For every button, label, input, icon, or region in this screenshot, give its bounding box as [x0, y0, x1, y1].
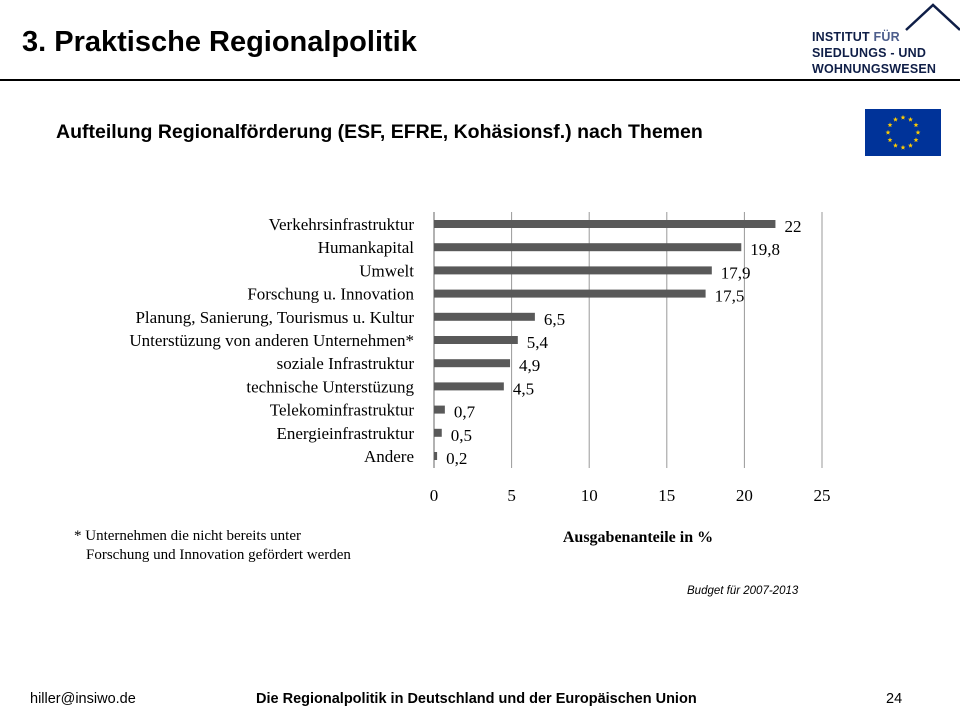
x-axis-label: Ausgabenanteile in % [563, 529, 713, 546]
x-tick-label: 0 [430, 486, 439, 505]
value-label: 6,5 [544, 310, 565, 329]
bar [434, 220, 776, 228]
category-label: Unterstüzung von anderen Unternehmen* [129, 331, 414, 350]
category-label: Forschung u. Innovation [247, 285, 414, 304]
flag-star [913, 137, 919, 143]
value-label: 19,8 [750, 240, 780, 259]
value-label: 17,5 [715, 287, 745, 306]
flag-star [915, 129, 921, 135]
logo-line-1: INSTITUT FÜR [812, 30, 900, 44]
bar [434, 312, 535, 321]
page-title: 3. Praktische Regionalpolitik [22, 26, 417, 58]
category-label: Energieinfrastruktur [276, 424, 414, 443]
footnote-line-2: Forschung und Innovation gefördert werde… [86, 547, 351, 563]
flag-star [893, 116, 898, 122]
flag-star [900, 144, 906, 150]
title-divider [0, 79, 960, 81]
page-number: 24 [886, 691, 903, 707]
flag-star [913, 122, 919, 128]
eu-flag-icon [865, 109, 941, 156]
house-roof-icon [905, 3, 960, 31]
bar [434, 382, 504, 391]
category-label: Verkehrsinfrastruktur [269, 215, 415, 234]
footer-email: hiller@insiwo.de [30, 691, 136, 707]
footnote-line-1: * Unternehmen die nicht bereits unter [74, 528, 302, 544]
chart-subtitle: Aufteilung Regionalförderung (ESF, EFRE,… [56, 121, 703, 143]
logo-line-2: SIEDLUNGS - UND [812, 46, 927, 60]
institute-logo: INSTITUT FÜR SIEDLUNGS - UND WOHNUNGSWES… [806, 0, 960, 80]
value-label: 0,2 [446, 449, 467, 468]
flag-star [893, 142, 898, 148]
bar [434, 405, 445, 414]
flag-star [887, 122, 893, 128]
bar [434, 289, 706, 298]
value-label: 4,5 [513, 379, 534, 398]
value-label: 0,7 [454, 403, 476, 422]
category-label: Humankapital [318, 238, 415, 257]
value-label: 17,9 [721, 263, 751, 282]
x-tick-label: 20 [736, 486, 753, 505]
bar [434, 359, 511, 368]
bar [434, 452, 438, 460]
bar [434, 266, 712, 275]
category-label: Umwelt [359, 261, 414, 280]
x-tick-label: 15 [658, 486, 675, 505]
flag-star [885, 129, 891, 135]
bar [434, 428, 442, 437]
flag-star [908, 116, 913, 122]
flag-star [900, 114, 906, 120]
value-label: 4,9 [519, 356, 540, 375]
category-label: Planung, Sanierung, Tourismus u. Kultur [135, 308, 414, 327]
category-label: Andere [364, 447, 414, 466]
category-label: soziale Infrastruktur [277, 354, 415, 373]
bar [434, 243, 742, 252]
value-label: 5,4 [527, 333, 549, 352]
x-tick-label: 25 [814, 486, 831, 505]
category-label: Telekominfrastruktur [270, 401, 415, 420]
category-label: technische Unterstüzung [246, 377, 414, 396]
footer-title: Die Regionalpolitik in Deutschland und d… [256, 691, 697, 707]
flag-star [908, 142, 913, 148]
x-tick-label: 10 [581, 486, 598, 505]
bar [434, 336, 518, 344]
x-tick-label: 5 [507, 486, 516, 505]
budget-note: Budget für 2007-2013 [687, 585, 799, 597]
footnote: * Unternehmen die nicht bereits unter Fo… [74, 527, 351, 565]
flag-star [887, 137, 893, 143]
value-label: 22 [784, 217, 801, 236]
logo-line-3: WOHNUNGSWESEN [812, 62, 937, 76]
value-label: 0,5 [451, 426, 472, 445]
